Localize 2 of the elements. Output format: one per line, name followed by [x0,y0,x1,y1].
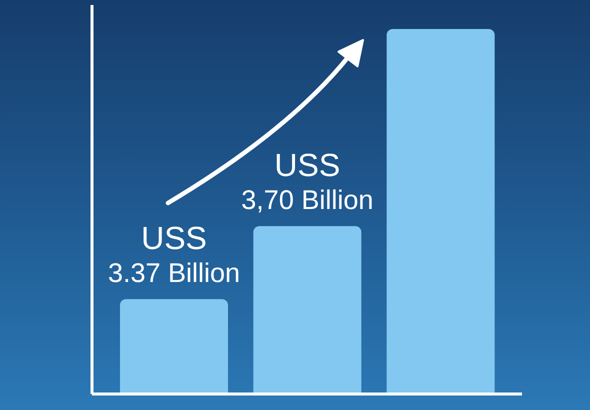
annotation: USS 3,70 Billion [241,147,374,216]
annotation: USS 3.37 Billion [108,220,240,288]
